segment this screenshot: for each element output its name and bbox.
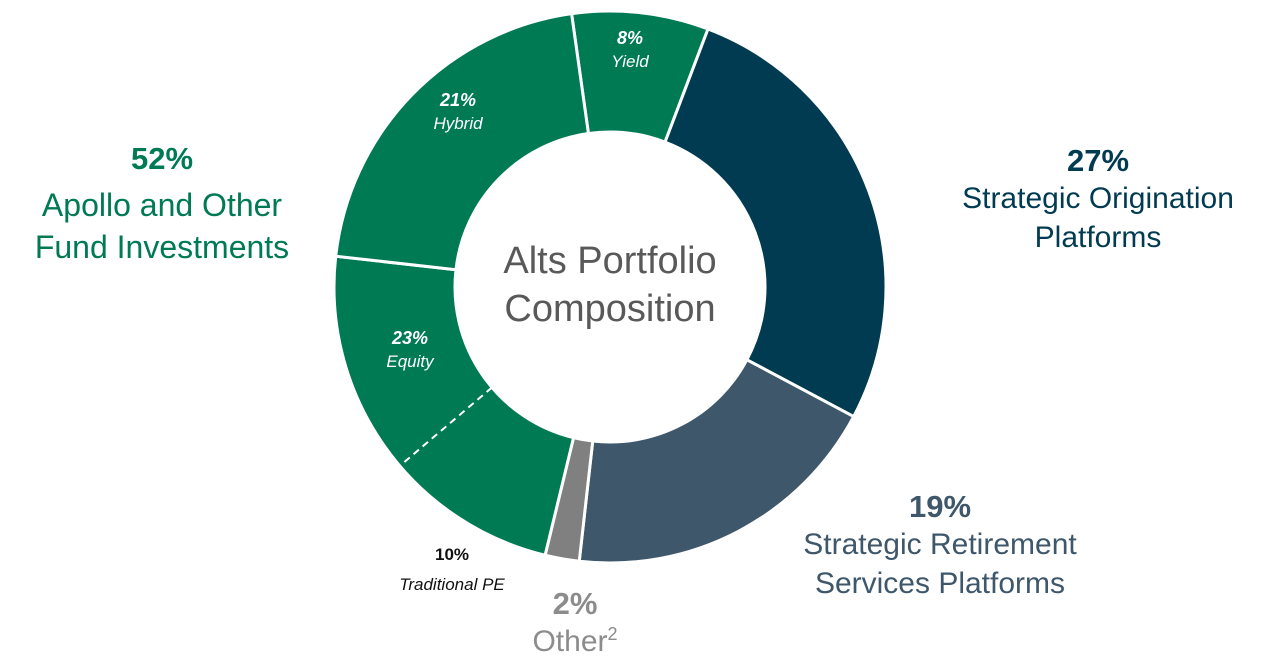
segment-name: Strategic Retirement Services Platforms bbox=[760, 525, 1120, 603]
segment-value-label: 27% bbox=[1066, 143, 1130, 178]
segment-label: 19% Strategic Retirement Services Platfor… bbox=[760, 488, 1120, 603]
segment-name-text: Yield bbox=[611, 51, 649, 71]
segment-value-label: 2% bbox=[552, 586, 598, 621]
center-label: Alts Portfolio Composition bbox=[503, 240, 717, 330]
segment-label: 2% Other2 bbox=[515, 585, 635, 658]
segment-name: Other2 bbox=[515, 622, 635, 658]
segment-value-label: 19% bbox=[908, 489, 972, 524]
segment-name: Hybrid bbox=[403, 112, 513, 136]
segment-label: 27% Strategic Origination Platforms bbox=[928, 142, 1268, 257]
sub-segment-value-label: 10% bbox=[434, 545, 470, 564]
segment-name-text: Equity bbox=[386, 351, 434, 371]
donut-segment bbox=[332, 254, 576, 558]
segment-value-label: 23% bbox=[391, 328, 429, 348]
footnote-marker: 2 bbox=[607, 624, 618, 645]
segment-label: 8% Yield bbox=[580, 28, 680, 73]
segment-name-text: Hybrid bbox=[433, 113, 483, 133]
group-name: Apollo and Other Fund Investments bbox=[34, 187, 290, 265]
segment-value-label: 21% bbox=[439, 90, 477, 110]
group-label: 52% Apollo and Other Fund Investments bbox=[12, 140, 312, 268]
donut-segment bbox=[334, 11, 591, 272]
sub-segment-label: 10% Traditional PE bbox=[397, 545, 507, 597]
segment-name: Yield bbox=[580, 50, 680, 74]
group-value-label: 52% bbox=[130, 141, 194, 176]
segment-label: 23% Equity bbox=[355, 328, 465, 373]
segment-label: 21% Hybrid bbox=[403, 90, 513, 135]
segment-name: Equity bbox=[355, 350, 465, 374]
sub-segment-divider bbox=[399, 386, 493, 467]
segment-name-text: Strategic Origination Platforms bbox=[962, 182, 1234, 255]
segment-name: Strategic Origination Platforms bbox=[928, 179, 1268, 257]
segment-name-text: Other bbox=[532, 625, 608, 658]
donut-segment bbox=[663, 27, 888, 419]
segment-value-label: 8% bbox=[616, 28, 643, 48]
donut-segment bbox=[577, 357, 856, 565]
sub-segment-name: Traditional PE bbox=[399, 575, 505, 595]
segment-name-text: Strategic Retirement Services Platforms bbox=[803, 528, 1077, 601]
